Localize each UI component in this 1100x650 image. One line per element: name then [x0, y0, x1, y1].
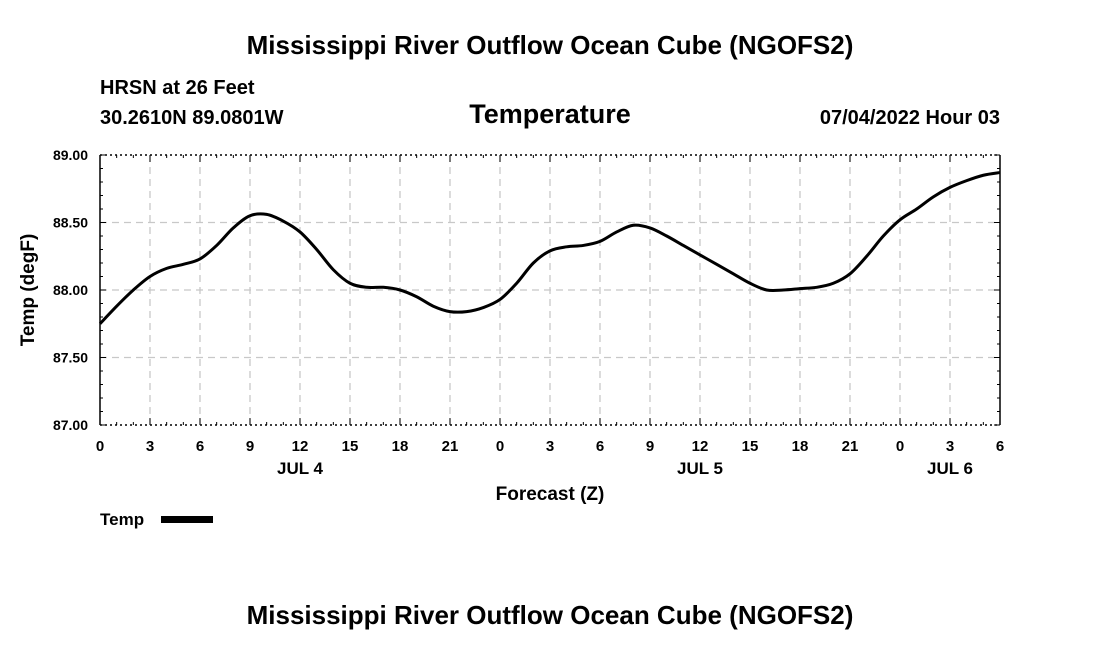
x-tick-label: 15	[342, 438, 359, 455]
x-tick-label: 21	[442, 438, 459, 455]
date-label: JUL 6	[927, 459, 973, 478]
x-tick-label: 9	[246, 438, 254, 455]
x-tick-label: 18	[792, 438, 809, 455]
y-tick-label: 88.00	[53, 282, 88, 298]
x-tick-label: 0	[96, 438, 104, 455]
y-tick-label: 87.00	[53, 417, 88, 433]
y-tick-label: 87.50	[53, 350, 88, 366]
y-tick-label: 89.00	[53, 147, 88, 163]
legend-label: Temp	[100, 510, 145, 529]
station-label: HRSN at 26 Feet	[100, 77, 255, 99]
date-label: JUL 4	[277, 459, 324, 478]
x-tick-label: 6	[196, 438, 204, 455]
x-tick-label: 6	[996, 438, 1004, 455]
x-tick-label: 21	[842, 438, 859, 455]
legend-line-swatch	[161, 516, 213, 523]
x-tick-label: 0	[896, 438, 904, 455]
x-tick-label: 0	[496, 438, 504, 455]
y-axis-label: Temp (degF)	[18, 234, 39, 347]
x-tick-label: 12	[692, 438, 709, 455]
x-tick-label: 18	[392, 438, 409, 455]
forecast-datetime: 07/04/2022 Hour 03	[819, 107, 1000, 129]
x-tick-label: 15	[742, 438, 759, 455]
x-tick-label: 12	[292, 438, 309, 455]
x-tick-label: 3	[146, 438, 154, 455]
x-tick-label: 9	[646, 438, 654, 455]
series-line-temp	[98, 171, 1001, 325]
station-coordinates: 30.2610N 89.0801W	[100, 107, 284, 129]
y-tick-label: 88.50	[53, 215, 88, 231]
footer-title: Mississippi River Outflow Ocean Cube (NG…	[246, 600, 854, 630]
date-label: JUL 5	[677, 459, 723, 478]
x-tick-label: 6	[596, 438, 604, 455]
x-axis-label: Forecast (Z)	[496, 484, 605, 505]
page-title: Mississippi River Outflow Ocean Cube (NG…	[246, 30, 854, 60]
chart-title: Temperature	[469, 99, 631, 129]
x-tick-label: 3	[546, 438, 554, 455]
x-tick-label: 3	[946, 438, 954, 455]
